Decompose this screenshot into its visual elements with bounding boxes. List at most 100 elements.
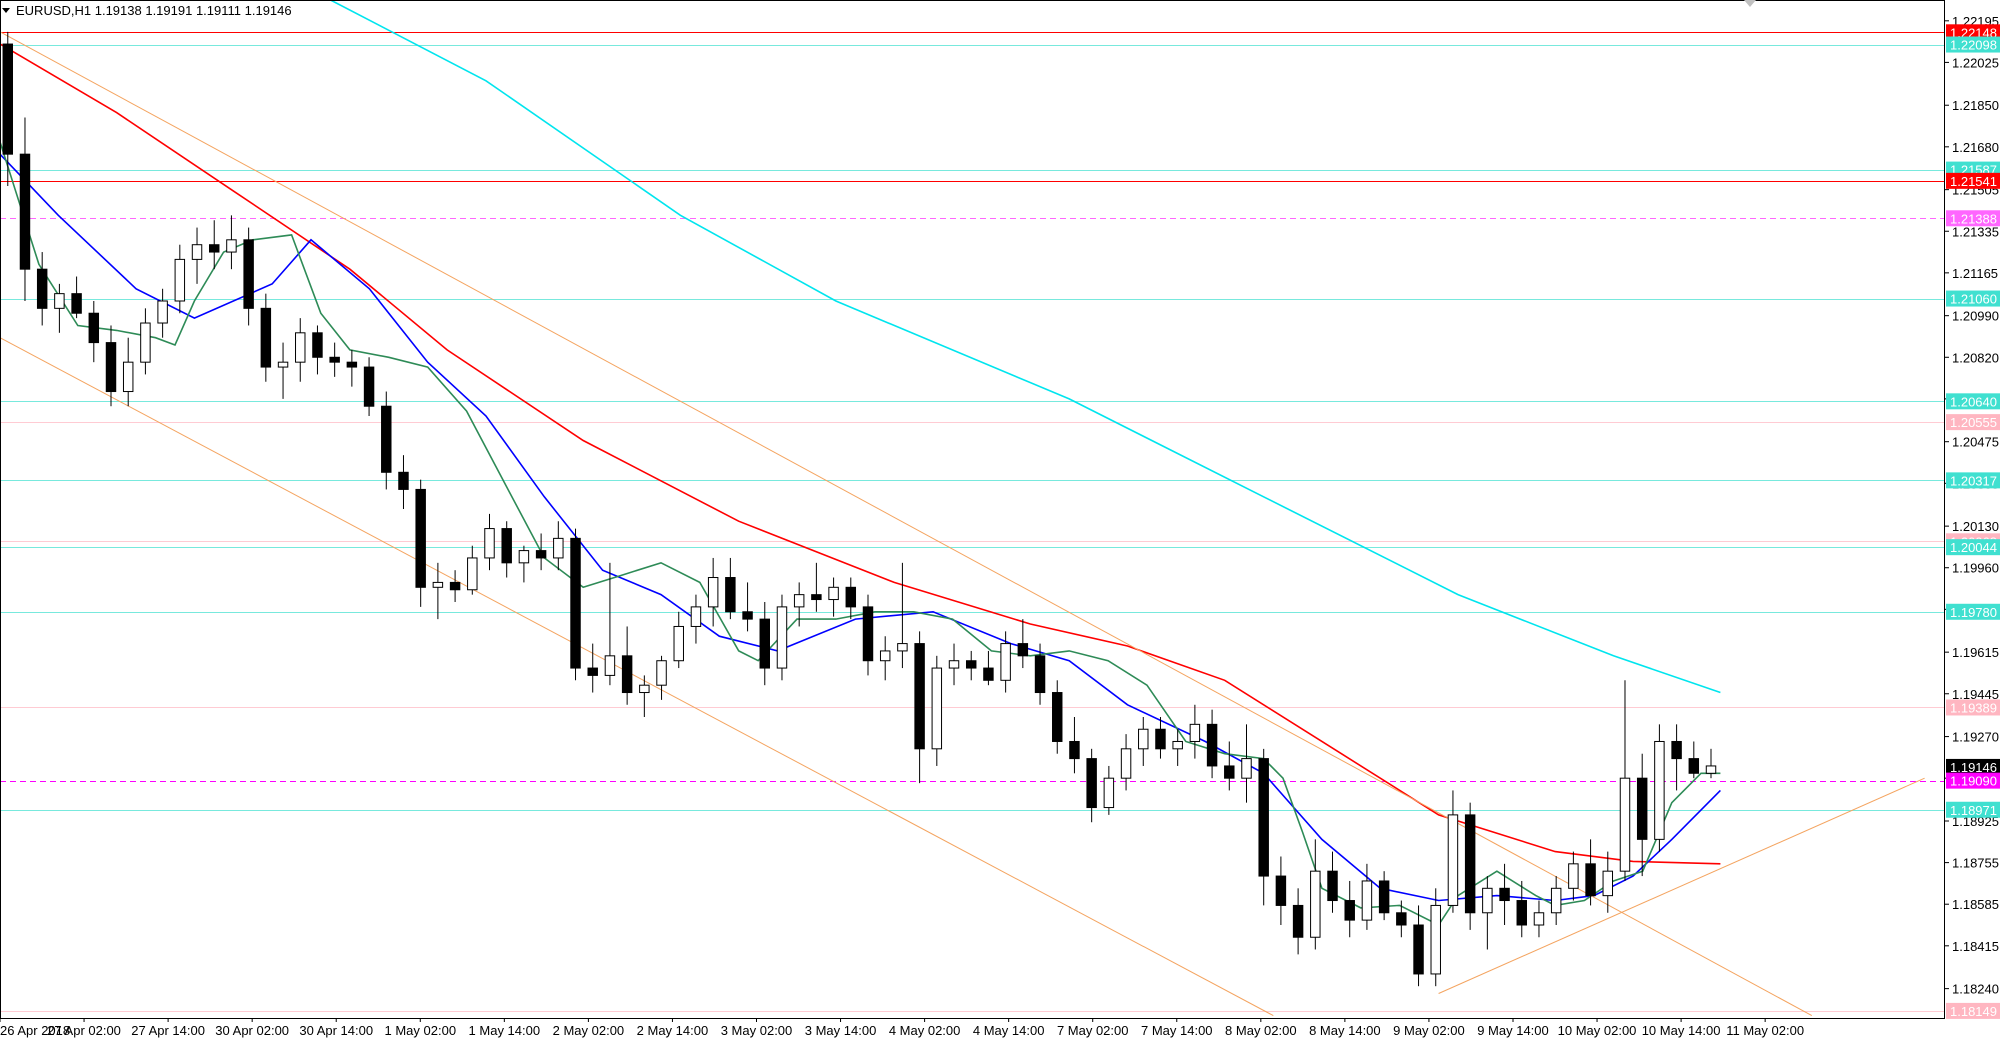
bull-candle [295, 332, 306, 363]
price-badge-label: 1.20317 [1950, 473, 1997, 488]
bear-candle [759, 618, 771, 669]
bull-candle [467, 557, 478, 591]
bear-candle [1516, 900, 1527, 926]
price-badge-label: 1.19780 [1950, 605, 1997, 620]
bear-candle [1292, 904, 1304, 938]
price-badge [1946, 414, 2000, 431]
x-tick-label: 10 May 14:00 [1642, 1023, 1721, 1038]
y-tick-label: 1.22025 [1952, 55, 1999, 70]
price-badge [1946, 472, 2000, 489]
x-tick-label: 11 May 02:00 [1726, 1023, 1804, 1038]
bull-candle [690, 606, 702, 627]
bull-candle [1103, 777, 1115, 809]
bull-candle [432, 581, 444, 588]
price-axis[interactable]: 1.221951.220251.218501.216801.215051.213… [1944, 14, 1999, 997]
bull-candle [174, 258, 186, 302]
bear-candle [1155, 728, 1166, 750]
x-tick-label: 30 Apr 14:00 [299, 1023, 373, 1038]
bear-candle [363, 366, 375, 407]
shift-marker-icon[interactable] [1744, 0, 1756, 7]
bear-candle [88, 312, 100, 344]
price-badge [1946, 699, 2000, 716]
bear-candle [1327, 870, 1338, 902]
y-tick-label: 1.19615 [1952, 645, 1999, 660]
price-badge-label: 1.19389 [1950, 700, 1997, 715]
symbol-header: EURUSD,H1 1.19138 1.19191 1.19111 1.1914… [2, 3, 292, 18]
price-badge-label: 1.21060 [1950, 292, 1997, 307]
y-tick-label: 1.19960 [1952, 561, 1999, 576]
bull-candle [1241, 758, 1252, 779]
y-tick-label: 1.18585 [1952, 897, 1999, 912]
dropdown-triangle-icon[interactable] [2, 8, 10, 13]
y-tick-label: 1.21165 [1952, 266, 1998, 281]
price-badge-label: 1.21388 [1950, 211, 1997, 226]
indicator-line [0, 43, 1721, 865]
price-badge [1946, 772, 2000, 789]
y-tick-label: 1.20475 [1952, 435, 1999, 450]
price-badge-label: 1.19146 [1950, 760, 1997, 775]
x-tick-label: 3 May 14:00 [805, 1023, 877, 1038]
y-tick-label: 1.18415 [1952, 939, 1999, 954]
indicator-line [0, 337, 1274, 1017]
bear-candle [845, 586, 857, 608]
x-tick-label: 9 May 02:00 [1393, 1023, 1465, 1038]
y-tick-label: 1.19270 [1952, 730, 1999, 745]
price-badge-label: 1.21541 [1950, 174, 1997, 189]
bull-candle [1705, 765, 1717, 774]
x-tick-label: 4 May 02:00 [889, 1023, 961, 1038]
bull-candle [122, 361, 134, 393]
bear-candle [208, 244, 220, 253]
bear-candle [243, 239, 254, 309]
bear-candle [2, 43, 14, 155]
bull-candle [1310, 870, 1321, 938]
bull-candle [1482, 887, 1493, 914]
price-badge [1946, 210, 2000, 227]
bear-candle [811, 594, 822, 601]
price-badge-label: 1.20640 [1950, 394, 1997, 409]
candles [2, 31, 1717, 987]
bear-candle [1688, 758, 1700, 774]
bear-candle [71, 293, 82, 314]
bull-candle [1189, 723, 1201, 742]
bull-candle [639, 684, 650, 694]
y-tick-label: 1.21335 [1952, 224, 1999, 239]
bear-candle [105, 342, 117, 393]
bear-candle [587, 667, 598, 676]
bull-candle [553, 537, 564, 559]
bull-candle [1550, 887, 1562, 914]
y-tick-label: 1.20990 [1952, 309, 1999, 324]
price-badge [1946, 603, 2000, 620]
bull-candle [54, 293, 65, 309]
bull-candle [707, 577, 719, 608]
y-tick-label: 1.20820 [1952, 350, 1999, 365]
bear-candle [1224, 765, 1235, 779]
bear-candle [1499, 887, 1510, 902]
bull-candle [793, 594, 805, 608]
bear-candle [1413, 924, 1424, 975]
y-tick-label: 1.18925 [1952, 814, 1999, 829]
bear-candle [621, 655, 633, 694]
x-tick-label: 27 Apr 14:00 [131, 1023, 205, 1038]
bear-candle [1585, 863, 1596, 897]
price-badge-label: 1.20555 [1950, 415, 1997, 430]
bear-candle [570, 537, 581, 669]
price-badge [1946, 758, 2000, 775]
bull-candle [191, 244, 203, 260]
bear-candle [1396, 912, 1407, 926]
price-badge [1946, 801, 2000, 818]
indicator-line [330, 0, 1721, 694]
bull-candle [1361, 880, 1373, 921]
bull-candle [157, 300, 168, 324]
bull-candle [673, 625, 684, 662]
x-tick-label: 26 Apr 2018 [0, 1023, 70, 1038]
bear-candle [1017, 643, 1029, 657]
x-tick-label: 10 May 02:00 [1558, 1023, 1637, 1038]
bull-candle [1654, 740, 1665, 840]
symbol-info: EURUSD,H1 1.19138 1.19191 1.19111 1.1914… [16, 3, 292, 18]
bear-candle [1034, 655, 1046, 694]
price-badge [1946, 290, 2000, 307]
bear-candle [1275, 875, 1287, 906]
